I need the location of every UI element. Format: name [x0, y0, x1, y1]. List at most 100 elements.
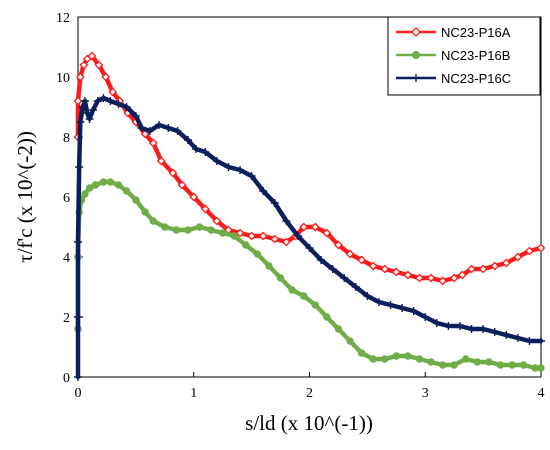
data-point — [74, 313, 82, 321]
data-point — [192, 145, 201, 153]
y-tick-label: 4 — [63, 251, 70, 266]
data-point — [73, 96, 83, 106]
data-point — [83, 109, 92, 117]
data-point — [173, 127, 182, 135]
data-point — [85, 184, 94, 192]
data-point — [380, 264, 390, 274]
data-point — [457, 270, 467, 280]
data-point — [490, 261, 500, 271]
data-point — [148, 138, 158, 148]
data-point — [317, 256, 326, 264]
data-point — [114, 181, 123, 189]
data-point — [412, 74, 420, 82]
data-point — [93, 97, 102, 105]
data-point — [200, 204, 210, 214]
data-point — [247, 231, 257, 241]
data-point — [270, 199, 279, 207]
data-point — [74, 373, 82, 381]
data-point — [164, 124, 173, 132]
data-point — [381, 355, 389, 363]
data-point — [207, 226, 215, 234]
data-point — [288, 286, 296, 294]
data-point — [281, 237, 291, 247]
data-point — [310, 222, 320, 232]
x-axis-title: s/ld (x 10^(-1)) — [245, 411, 373, 435]
data-point — [412, 51, 420, 59]
data-point — [323, 313, 331, 321]
data-point — [508, 361, 516, 369]
series-layer — [73, 51, 546, 381]
y-tick-label: 0 — [63, 371, 70, 386]
data-point — [132, 196, 140, 204]
data-point — [409, 307, 418, 315]
data-point — [299, 222, 309, 232]
data-point — [501, 258, 511, 268]
data-point — [168, 168, 178, 178]
data-point — [490, 328, 499, 336]
data-point — [479, 325, 488, 333]
x-tick-label: 4 — [538, 386, 545, 401]
data-point — [411, 27, 421, 37]
data-point — [403, 270, 413, 280]
data-point — [149, 217, 157, 225]
legend-label: NC23-P16B — [441, 48, 510, 63]
data-point — [421, 313, 430, 321]
data-point — [76, 118, 85, 126]
data-point — [79, 60, 89, 70]
data-point — [455, 322, 464, 330]
data-point — [537, 364, 545, 372]
data-point — [137, 124, 146, 132]
data-point — [156, 156, 166, 166]
data-point — [444, 322, 453, 330]
data-point — [346, 337, 354, 345]
legend-label: NC23-P16C — [441, 71, 511, 86]
data-point — [235, 228, 245, 238]
data-point — [183, 136, 192, 144]
data-point — [536, 243, 546, 253]
data-point — [276, 274, 285, 282]
data-point — [398, 304, 407, 312]
data-point — [75, 163, 84, 171]
data-point — [78, 103, 87, 111]
data-point — [74, 238, 82, 246]
data-point — [502, 331, 511, 339]
data-point — [242, 241, 250, 249]
data-point — [357, 349, 366, 357]
data-point — [293, 232, 302, 240]
data-point — [247, 172, 256, 180]
x-tick-label: 2 — [306, 386, 313, 401]
data-point — [106, 97, 115, 105]
data-point — [322, 228, 332, 238]
series-NC23-P16C — [74, 94, 545, 381]
data-point — [473, 358, 482, 366]
data-point — [81, 190, 89, 198]
data-point — [513, 252, 523, 262]
data-point — [218, 229, 227, 237]
data-point — [525, 246, 534, 256]
data-point — [368, 261, 378, 271]
data-point — [485, 358, 493, 366]
data-point — [184, 226, 192, 234]
data-point — [189, 192, 199, 202]
data-point — [438, 361, 447, 369]
data-point — [87, 51, 97, 61]
data-point — [195, 223, 204, 231]
data-point — [270, 234, 280, 244]
data-point — [351, 283, 360, 291]
data-point — [265, 262, 273, 270]
data-point — [449, 273, 459, 283]
x-tick-label: 0 — [75, 386, 82, 401]
data-point — [363, 292, 372, 300]
data-point — [438, 276, 448, 286]
data-point — [357, 255, 367, 265]
data-point — [101, 72, 111, 82]
data-point — [467, 325, 476, 333]
data-point — [513, 334, 522, 342]
data-point — [161, 223, 169, 231]
data-point — [89, 106, 98, 114]
data-point — [230, 232, 238, 240]
data-point — [334, 240, 343, 250]
y-axis-title: τ/f'c (x 10^(-2)) — [13, 131, 37, 263]
data-point — [75, 72, 85, 82]
data-point — [212, 157, 221, 165]
